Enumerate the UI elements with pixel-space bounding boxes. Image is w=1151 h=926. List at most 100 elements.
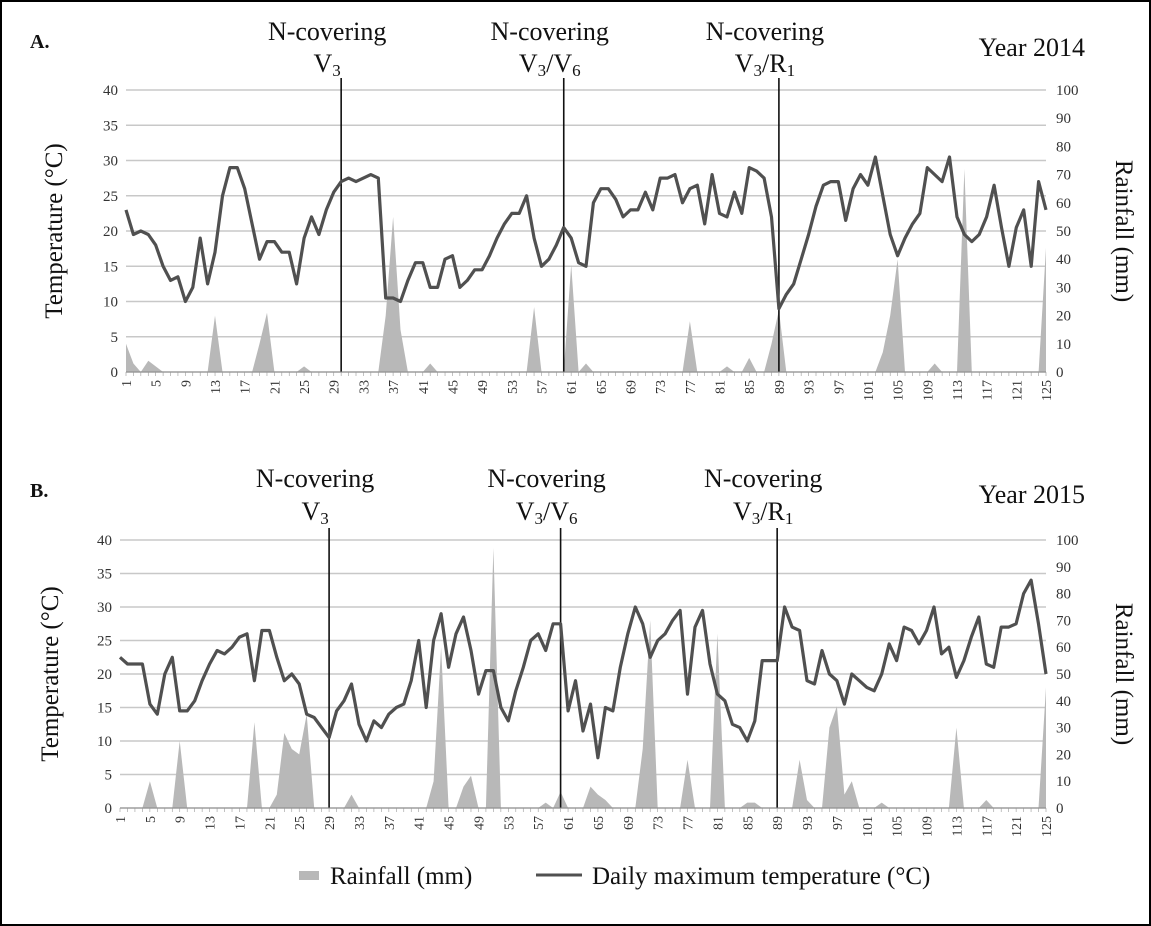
x-tick-label: 41 <box>417 380 432 394</box>
x-tick-label: 57 <box>532 816 547 830</box>
y-left-axis-title: Temperature (°C) <box>37 586 64 762</box>
x-tick-label: 109 <box>921 816 936 837</box>
stage-annotation-stage: V3 <box>314 49 341 80</box>
x-tick-label: 121 <box>1010 816 1025 837</box>
x-tick-label: 69 <box>625 380 640 394</box>
x-tick-label: 73 <box>652 816 667 830</box>
x-tick-label: 1 <box>114 816 129 823</box>
x-tick-label: 33 <box>357 380 372 394</box>
y-right-tick-label: 0 <box>1056 801 1064 817</box>
x-tick-label: 93 <box>801 816 816 830</box>
y-left-axis-title: Temperature (°C) <box>41 143 68 319</box>
y-right-tick-label: 30 <box>1056 280 1071 296</box>
x-tick-label: 97 <box>832 380 847 394</box>
x-tick-label: 29 <box>323 816 338 830</box>
y-left-tick-label: 20 <box>103 224 118 240</box>
legend-temperature-label: Daily maximum temperature (°C) <box>592 863 930 890</box>
rainfall-area <box>120 548 1046 808</box>
x-tick-label: 61 <box>565 380 580 394</box>
x-tick-label: 21 <box>268 380 283 394</box>
x-tick-label: 37 <box>387 380 402 394</box>
x-tick-label: 81 <box>711 816 726 830</box>
panel-label: A. <box>30 31 49 53</box>
x-tick-label: 81 <box>714 380 729 394</box>
legend: Rainfall (mm) Daily maximum temperature … <box>299 863 930 890</box>
panel-label: B. <box>30 480 48 502</box>
x-tick-label: 121 <box>1010 380 1025 401</box>
stage-annotation-stage: V3/V6 <box>519 49 581 80</box>
y-right-tick-label: 70 <box>1056 168 1071 184</box>
y-left-tick-label: 35 <box>103 118 118 134</box>
stage-annotation-title: N-covering <box>256 464 374 493</box>
x-tick-label: 49 <box>472 816 487 830</box>
y-left-tick-label: 0 <box>105 801 113 817</box>
x-tick-label: 21 <box>263 816 278 830</box>
y-right-tick-label: 10 <box>1056 774 1071 790</box>
temperature-line <box>118 578 1048 760</box>
x-tick-label: 13 <box>209 380 224 394</box>
x-tick-label: 125 <box>1040 380 1055 401</box>
x-tick-label: 53 <box>506 380 521 394</box>
x-tick-label: 89 <box>773 380 788 394</box>
x-tick-label: 45 <box>443 816 458 830</box>
stage-annotation-title: N-covering <box>491 17 609 46</box>
y-right-tick-label: 20 <box>1056 747 1071 763</box>
y-left-tick-label: 5 <box>111 330 119 346</box>
y-right-tick-label: 80 <box>1056 139 1071 155</box>
x-tick-label: 53 <box>502 816 517 830</box>
stage-annotation-title: N-covering <box>704 464 822 493</box>
stage-annotation-title: N-covering <box>706 17 824 46</box>
x-tick-label: 117 <box>981 380 996 400</box>
x-tick-label: 113 <box>950 816 965 836</box>
x-tick-label: 77 <box>684 380 699 394</box>
x-tick-label: 1 <box>120 380 135 387</box>
x-tick-label: 5 <box>144 816 159 823</box>
x-tick-label: 61 <box>562 816 577 830</box>
x-tick-label: 25 <box>298 380 313 394</box>
x-tick-label: 25 <box>293 816 308 830</box>
stage-annotation-title: N-covering <box>487 464 605 493</box>
stage-annotation-stage: V3/R1 <box>733 497 793 528</box>
y-right-tick-label: 50 <box>1056 224 1071 240</box>
y-right-axis-title: Rainfall (mm) <box>1110 603 1137 745</box>
x-tick-label: 101 <box>862 380 877 401</box>
y-left-tick-label: 10 <box>103 295 118 311</box>
y-left-tick-label: 40 <box>97 533 112 549</box>
x-tick-label: 5 <box>150 380 165 387</box>
y-right-tick-label: 0 <box>1056 365 1064 381</box>
legend-rainfall-label: Rainfall (mm) <box>330 863 472 890</box>
x-tick-label: 105 <box>892 380 907 401</box>
y-right-tick-label: 100 <box>1056 533 1079 549</box>
x-tick-label: 73 <box>654 380 669 394</box>
x-tick-label: 101 <box>861 816 876 837</box>
x-tick-label: 17 <box>233 816 248 830</box>
x-tick-label: 69 <box>622 816 637 830</box>
x-tick-label: 85 <box>741 816 756 830</box>
x-tick-label: 89 <box>771 816 786 830</box>
y-right-tick-label: 10 <box>1056 337 1071 353</box>
x-tick-label: 85 <box>743 380 758 394</box>
rainfall-area <box>126 169 1046 372</box>
stage-annotation-stage: V3/V6 <box>516 497 578 528</box>
y-left-tick-label: 25 <box>97 634 112 650</box>
y-right-axis-title: Rainfall (mm) <box>1110 160 1137 302</box>
x-tick-label: 57 <box>535 380 550 394</box>
y-right-tick-label: 40 <box>1056 252 1071 268</box>
year-label: Year 2015 <box>979 480 1085 509</box>
stage-annotation-stage: V3 <box>301 497 328 528</box>
x-tick-label: 41 <box>413 816 428 830</box>
y-left-tick-label: 25 <box>103 189 118 205</box>
x-tick-label: 65 <box>592 816 607 830</box>
x-tick-label: 93 <box>803 380 818 394</box>
y-left-tick-label: 35 <box>97 567 112 583</box>
y-right-tick-label: 40 <box>1056 694 1071 710</box>
year-label: Year 2014 <box>979 33 1085 62</box>
x-tick-label: 45 <box>446 380 461 394</box>
x-tick-label: 117 <box>980 816 995 836</box>
x-tick-label: 77 <box>682 816 697 830</box>
y-left-tick-label: 40 <box>103 83 118 99</box>
